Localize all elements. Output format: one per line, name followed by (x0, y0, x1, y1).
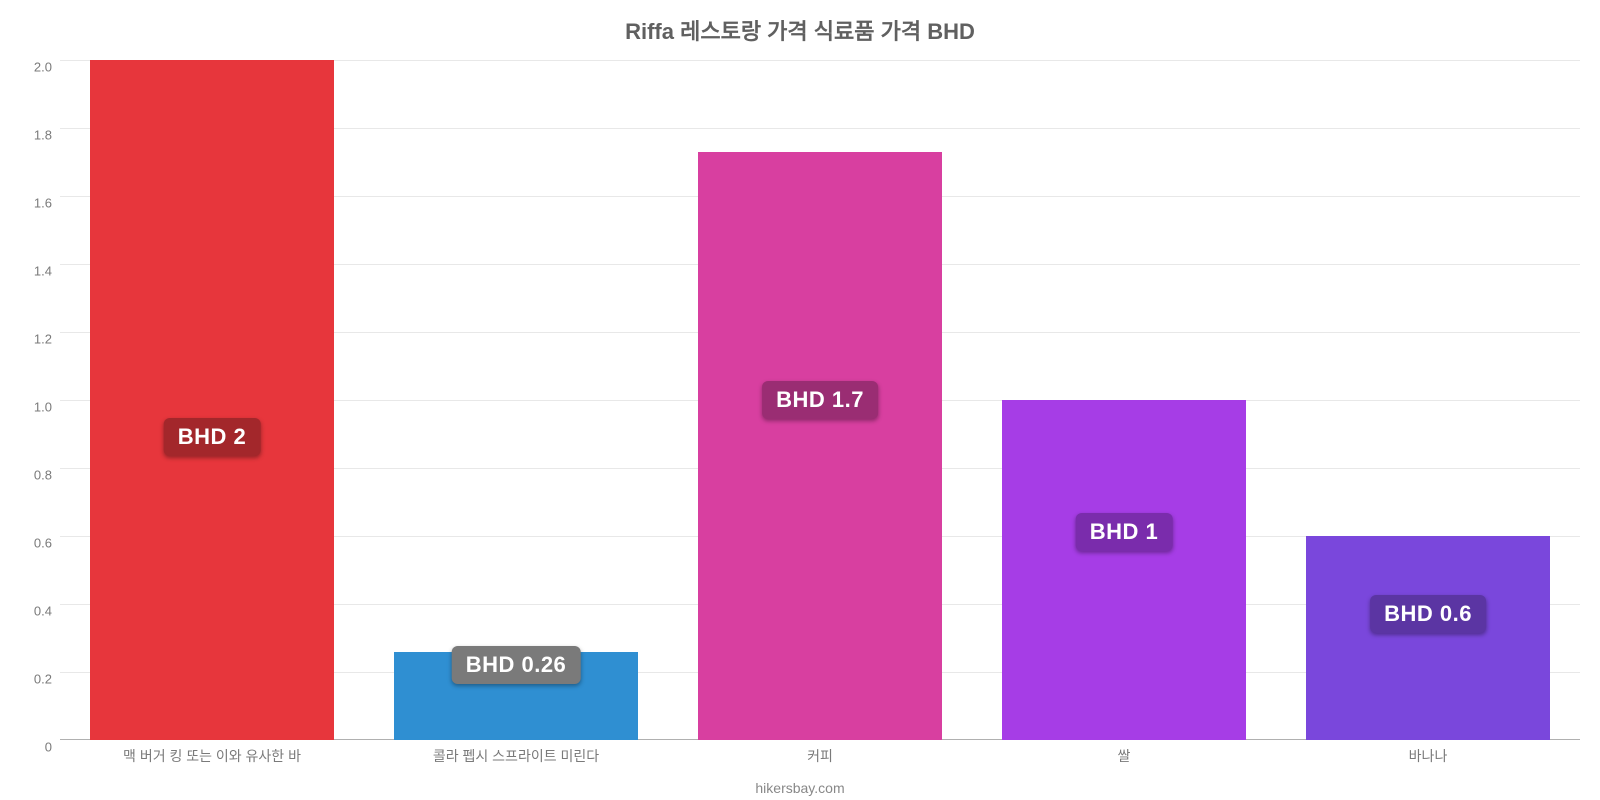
chart-footer: hikersbay.com (0, 780, 1600, 796)
ytick-label: 2.0 (6, 60, 52, 75)
value-badge: BHD 0.26 (452, 646, 581, 684)
xtick-label: 맥 버거 킹 또는 이와 유사한 바 (123, 746, 301, 766)
value-badge: BHD 1.7 (762, 381, 878, 419)
xtick-label: 바나나 (1409, 746, 1448, 766)
value-badge: BHD 2 (164, 418, 261, 456)
value-badge: BHD 0.6 (1370, 595, 1486, 633)
ytick-label: 0.8 (6, 468, 52, 483)
ytick-label: 1.6 (6, 196, 52, 211)
plot-area: 00.20.40.60.81.01.21.41.61.82.0BHD 2BHD … (60, 60, 1580, 740)
ytick-label: 0 (6, 740, 52, 755)
ytick-label: 0.4 (6, 604, 52, 619)
ytick-label: 1.4 (6, 264, 52, 279)
xtick-label: 쌀 (1118, 746, 1131, 766)
value-badge: BHD 1 (1076, 513, 1173, 551)
ytick-label: 1.0 (6, 400, 52, 415)
xtick-label: 콜라 펩시 스프라이트 미린다 (433, 746, 599, 766)
chart-title: Riffa 레스토랑 가격 식료품 가격 BHD (0, 14, 1600, 46)
ytick-label: 0.6 (6, 536, 52, 551)
ytick-label: 0.2 (6, 672, 52, 687)
ytick-label: 1.8 (6, 128, 52, 143)
bar (698, 152, 941, 740)
bar (1002, 400, 1245, 740)
bar (1306, 536, 1549, 740)
ytick-label: 1.2 (6, 332, 52, 347)
bar-chart: Riffa 레스토랑 가격 식료품 가격 BHD 00.20.40.60.81.… (0, 0, 1600, 800)
xtick-label: 커피 (807, 746, 833, 766)
bar (90, 60, 333, 740)
